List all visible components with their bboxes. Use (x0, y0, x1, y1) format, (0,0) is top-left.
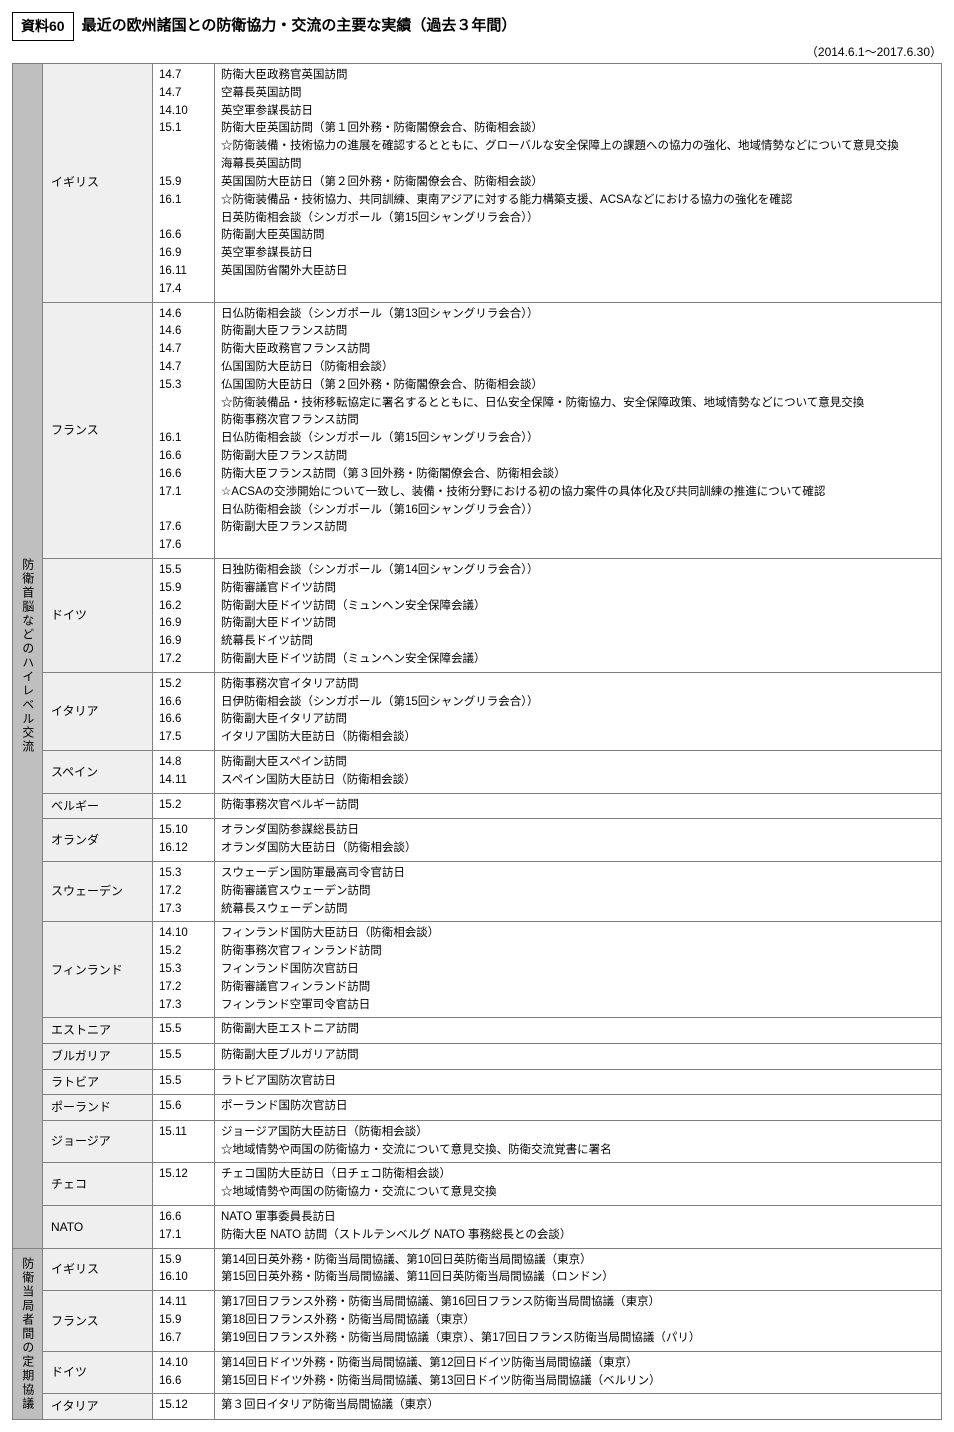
date-cell: 14.7 14.7 14.10 15.1 15.9 16.1 16.6 16.9… (153, 64, 215, 303)
event-cell: 第14回日ドイツ外務・防衛当局間協議、第12回日ドイツ防衛当局間協議（東京） 第… (215, 1351, 942, 1394)
event-cell: 防衛大臣政務官英国訪問 空幕長英国訪問 英空軍参謀長訪日 防衛大臣英国訪問（第１… (215, 64, 942, 303)
country-cell: フランス (43, 302, 153, 558)
table-row: ドイツ15.5 15.9 16.2 16.9 16.9 17.2日独防衛相会談（… (13, 558, 942, 672)
document-header: 資料60 最近の欧州諸国との防衛協力・交流の主要な実績（過去３年間） (12, 12, 942, 41)
date-cell: 15.5 15.9 16.2 16.9 16.9 17.2 (153, 558, 215, 672)
country-cell: エストニア (43, 1018, 153, 1044)
country-cell: ドイツ (43, 1351, 153, 1394)
country-cell: ジョージア (43, 1120, 153, 1163)
date-cell: 15.5 (153, 1018, 215, 1044)
date-cell: 14.6 14.6 14.7 14.7 15.3 16.1 16.6 16.6 … (153, 302, 215, 558)
event-cell: 第14回日英外務・防衛当局間協議、第10回日英防衛当局間協議（東京） 第15回日… (215, 1248, 942, 1291)
country-cell: チェコ (43, 1163, 153, 1206)
country-cell: NATO (43, 1206, 153, 1249)
event-cell: ポーランド国防次官訪日 (215, 1095, 942, 1121)
table-row: ラトビア15.5ラトビア国防次官訪日 (13, 1069, 942, 1095)
date-cell: 15.3 17.2 17.3 (153, 861, 215, 921)
date-cell: 15.5 (153, 1044, 215, 1070)
category-cell: 防衛首脳などのハイレベル交流 (13, 64, 43, 1249)
event-cell: ラトビア国防次官訪日 (215, 1069, 942, 1095)
country-cell: イタリア (43, 1394, 153, 1420)
table-row: フィンランド14.10 15.2 15.3 17.2 17.3フィンランド国防大… (13, 922, 942, 1018)
main-table: 防衛首脳などのハイレベル交流イギリス14.7 14.7 14.10 15.1 1… (12, 63, 942, 1420)
country-cell: ブルガリア (43, 1044, 153, 1070)
table-row: ベルギー15.2防衛事務次官ベルギー訪問 (13, 793, 942, 819)
date-cell: 15.6 (153, 1095, 215, 1121)
country-cell: ポーランド (43, 1095, 153, 1121)
table-row: オランダ15.10 16.12オランダ国防参謀総長訪日 オランダ国防大臣訪日（防… (13, 819, 942, 862)
event-cell: 防衛事務次官ベルギー訪問 (215, 793, 942, 819)
date-cell: 14.10 15.2 15.3 17.2 17.3 (153, 922, 215, 1018)
table-row: スペイン14.8 14.11防衛副大臣スペイン訪問 スペイン国防大臣訪日（防衛相… (13, 751, 942, 794)
event-cell: 日仏防衛相会談（シンガポール（第13回シャングリラ会合）） 防衛副大臣フランス訪… (215, 302, 942, 558)
event-cell: 第３回日イタリア防衛当局間協議（東京） (215, 1394, 942, 1420)
date-cell: 14.10 16.6 (153, 1351, 215, 1394)
document-label-box: 資料60 (12, 12, 74, 41)
table-row: NATO16.6 17.1NATO 軍事委員長訪日 防衛大臣 NATO 訪問（ス… (13, 1206, 942, 1249)
country-cell: ラトビア (43, 1069, 153, 1095)
date-cell: 14.8 14.11 (153, 751, 215, 794)
date-cell: 15.12 (153, 1163, 215, 1206)
country-cell: イタリア (43, 672, 153, 750)
country-cell: ベルギー (43, 793, 153, 819)
table-row: ジョージア15.11ジョージア国防大臣訪日（防衛相会談） ☆地域情勢や両国の防衛… (13, 1120, 942, 1163)
table-row: 防衛当局者間の定期協議イギリス15.9 16.10第14回日英外務・防衛当局間協… (13, 1248, 942, 1291)
event-cell: 第17回日フランス外務・防衛当局間協議、第16回日フランス防衛当局間協議（東京）… (215, 1291, 942, 1351)
date-cell: 15.12 (153, 1394, 215, 1420)
date-cell: 15.2 16.6 16.6 17.5 (153, 672, 215, 750)
event-cell: 日独防衛相会談（シンガポール（第14回シャングリラ会合）） 防衛審議官ドイツ訪問… (215, 558, 942, 672)
event-cell: ジョージア国防大臣訪日（防衛相会談） ☆地域情勢や両国の防衛協力・交流について意… (215, 1120, 942, 1163)
date-cell: 15.9 16.10 (153, 1248, 215, 1291)
table-row: ポーランド15.6ポーランド国防次官訪日 (13, 1095, 942, 1121)
event-cell: 防衛副大臣エストニア訪問 (215, 1018, 942, 1044)
event-cell: 防衛副大臣ブルガリア訪問 (215, 1044, 942, 1070)
date-range: （2014.6.1〜2017.6.30） (12, 43, 942, 61)
table-row: 防衛首脳などのハイレベル交流イギリス14.7 14.7 14.10 15.1 1… (13, 64, 942, 303)
table-row: イタリア15.2 16.6 16.6 17.5防衛事務次官イタリア訪問 日伊防衛… (13, 672, 942, 750)
date-cell: 15.5 (153, 1069, 215, 1095)
country-cell: スペイン (43, 751, 153, 794)
table-row: ブルガリア15.5防衛副大臣ブルガリア訪問 (13, 1044, 942, 1070)
country-cell: ドイツ (43, 558, 153, 672)
event-cell: オランダ国防参謀総長訪日 オランダ国防大臣訪日（防衛相会談） (215, 819, 942, 862)
date-cell: 15.11 (153, 1120, 215, 1163)
table-row: エストニア15.5防衛副大臣エストニア訪問 (13, 1018, 942, 1044)
table-row: スウェーデン15.3 17.2 17.3スウェーデン国防軍最高司令官訪日 防衛審… (13, 861, 942, 921)
table-row: ドイツ14.10 16.6第14回日ドイツ外務・防衛当局間協議、第12回日ドイツ… (13, 1351, 942, 1394)
event-cell: スウェーデン国防軍最高司令官訪日 防衛審議官スウェーデン訪問 統幕長スウェーデン… (215, 861, 942, 921)
date-cell: 15.10 16.12 (153, 819, 215, 862)
table-row: チェコ15.12チェコ国防大臣訪日（日チェコ防衛相会談） ☆地域情勢や両国の防衛… (13, 1163, 942, 1206)
event-cell: 防衛副大臣スペイン訪問 スペイン国防大臣訪日（防衛相会談） (215, 751, 942, 794)
table-row: フランス14.11 15.9 16.7第17回日フランス外務・防衛当局間協議、第… (13, 1291, 942, 1351)
date-cell: 15.2 (153, 793, 215, 819)
country-cell: イギリス (43, 64, 153, 303)
date-cell: 16.6 17.1 (153, 1206, 215, 1249)
event-cell: 防衛事務次官イタリア訪問 日伊防衛相会談（シンガポール（第15回シャングリラ会合… (215, 672, 942, 750)
event-cell: NATO 軍事委員長訪日 防衛大臣 NATO 訪問（ストルテンベルグ NATO … (215, 1206, 942, 1249)
table-row: フランス14.6 14.6 14.7 14.7 15.3 16.1 16.6 1… (13, 302, 942, 558)
country-cell: フランス (43, 1291, 153, 1351)
document-title: 最近の欧州諸国との防衛協力・交流の主要な実績（過去３年間） (82, 15, 517, 38)
country-cell: フィンランド (43, 922, 153, 1018)
event-cell: チェコ国防大臣訪日（日チェコ防衛相会談） ☆地域情勢や両国の防衛協力・交流につい… (215, 1163, 942, 1206)
table-row: イタリア15.12第３回日イタリア防衛当局間協議（東京） (13, 1394, 942, 1420)
date-cell: 14.11 15.9 16.7 (153, 1291, 215, 1351)
category-cell: 防衛当局者間の定期協議 (13, 1248, 43, 1419)
country-cell: イギリス (43, 1248, 153, 1291)
event-cell: フィンランド国防大臣訪日（防衛相会談） 防衛事務次官フィンランド訪問 フィンラン… (215, 922, 942, 1018)
country-cell: スウェーデン (43, 861, 153, 921)
country-cell: オランダ (43, 819, 153, 862)
